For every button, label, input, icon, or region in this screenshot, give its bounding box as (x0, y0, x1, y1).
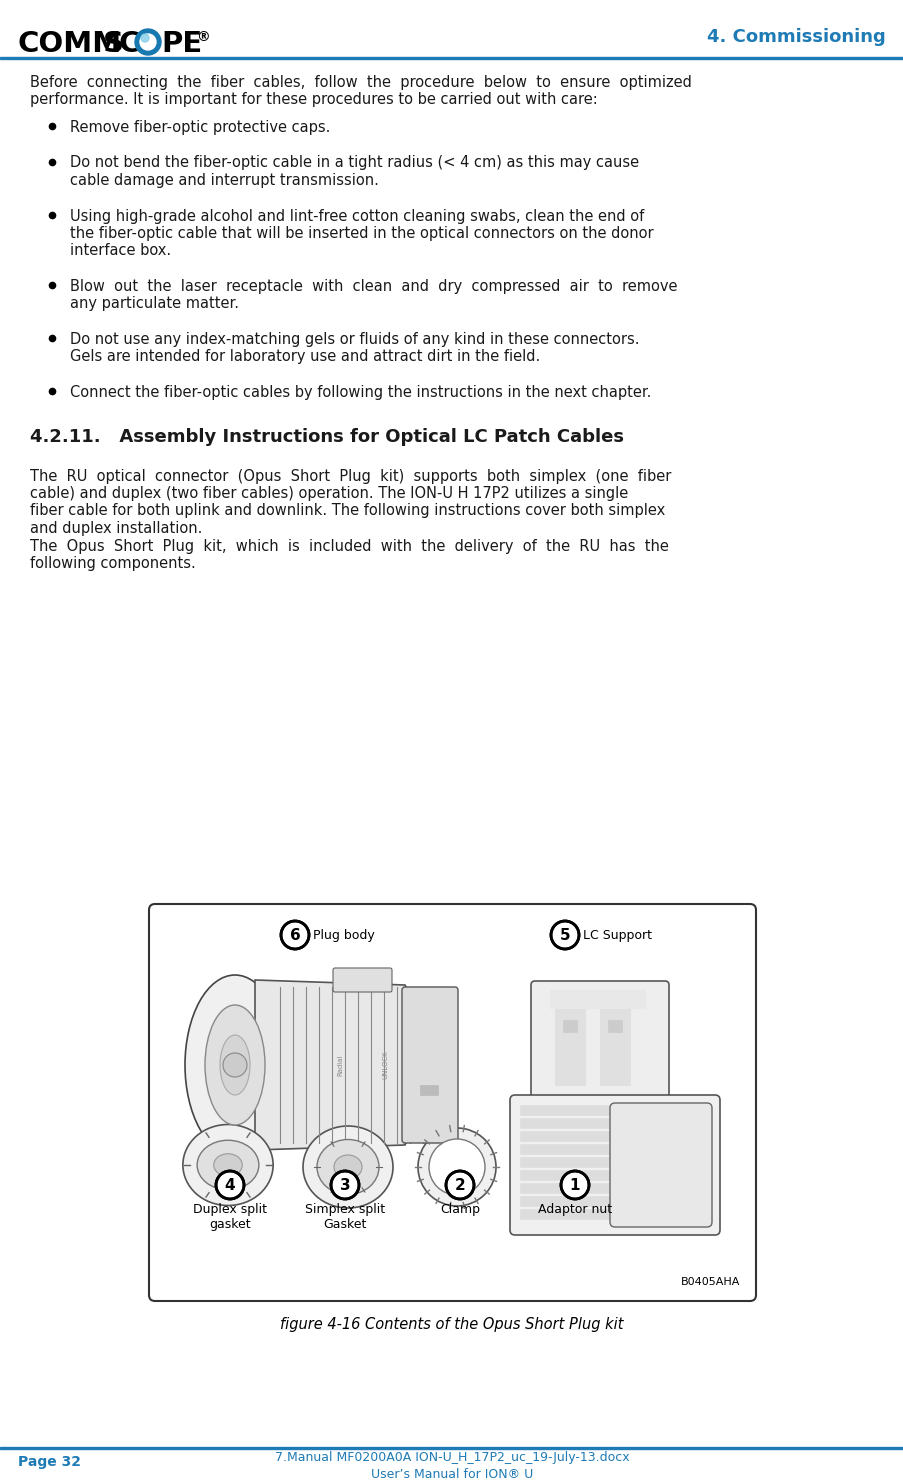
Text: COMM: COMM (18, 30, 122, 58)
Text: and duplex installation.: and duplex installation. (30, 522, 202, 536)
Text: Clamp: Clamp (440, 1203, 479, 1217)
Bar (519, 1106, 614, 1114)
Text: 1: 1 (569, 1178, 580, 1193)
Bar (608, 1020, 621, 1031)
Text: cable) and duplex (two fiber cables) operation. The ION-U H 17P2 utilizes a sing: cable) and duplex (two fiber cables) ope… (30, 486, 628, 501)
Text: Remove fiber-optic protective caps.: Remove fiber-optic protective caps. (70, 120, 330, 135)
Circle shape (330, 1171, 358, 1199)
Ellipse shape (317, 1140, 378, 1194)
Bar (0, 56, 903, 59)
Text: S: S (103, 30, 124, 58)
Ellipse shape (429, 1140, 485, 1194)
Bar (519, 1183, 614, 1193)
FancyBboxPatch shape (402, 987, 458, 1143)
Text: Do not bend the fiber-optic cable in a tight radius (< 4 cm) as this may cause
c: Do not bend the fiber-optic cable in a t… (70, 156, 638, 188)
Text: Page 32: Page 32 (18, 1455, 81, 1469)
Text: B0405AHA: B0405AHA (680, 1277, 740, 1286)
Circle shape (135, 30, 161, 55)
Ellipse shape (333, 1154, 361, 1180)
Circle shape (561, 1171, 589, 1199)
FancyBboxPatch shape (332, 968, 392, 991)
Bar (519, 1196, 614, 1206)
FancyBboxPatch shape (610, 1103, 712, 1227)
Bar (519, 1131, 614, 1141)
Bar (549, 990, 644, 1008)
Circle shape (551, 920, 578, 948)
Text: ®: ® (196, 30, 209, 44)
Bar (519, 1169, 614, 1180)
Text: LC Support: LC Support (582, 929, 651, 941)
Bar (600, 1005, 629, 1085)
Ellipse shape (219, 1034, 250, 1095)
Text: Do not use any index-matching gels or fluids of any kind in these connectors.
Ge: Do not use any index-matching gels or fl… (70, 332, 638, 365)
Text: Duplex split
gasket: Duplex split gasket (192, 1203, 266, 1232)
Text: 3: 3 (340, 1178, 350, 1193)
Circle shape (445, 1171, 473, 1199)
Text: following components.: following components. (30, 556, 196, 571)
Ellipse shape (197, 1140, 258, 1190)
Text: figure 4-16 Contents of the Opus Short Plug kit: figure 4-16 Contents of the Opus Short P… (280, 1317, 623, 1332)
Text: Using high-grade alcohol and lint-free cotton cleaning swabs, clean the end of
t: Using high-grade alcohol and lint-free c… (70, 209, 653, 258)
Text: The  RU  optical  connector  (Opus  Short  Plug  kit)  supports  both  simplex  : The RU optical connector (Opus Short Plu… (30, 468, 671, 483)
Circle shape (141, 34, 149, 41)
Bar (519, 1117, 614, 1128)
Ellipse shape (185, 975, 284, 1154)
Text: Connect the fiber-optic cables by following the instructions in the next chapter: Connect the fiber-optic cables by follow… (70, 385, 651, 400)
Text: C: C (119, 30, 140, 58)
Circle shape (140, 34, 156, 50)
FancyBboxPatch shape (509, 1095, 719, 1235)
Bar (563, 1020, 576, 1031)
Text: 4: 4 (225, 1178, 235, 1193)
Circle shape (281, 920, 309, 948)
Ellipse shape (303, 1126, 393, 1208)
Text: performance. It is important for these procedures to be carried out with care:: performance. It is important for these p… (30, 92, 597, 107)
Text: 5: 5 (559, 928, 570, 943)
Circle shape (223, 1054, 247, 1077)
Bar (519, 1157, 614, 1166)
Text: Plug body: Plug body (312, 929, 375, 941)
Text: Simplex split
Gasket: Simplex split Gasket (304, 1203, 385, 1232)
Text: Radial: Radial (337, 1054, 342, 1076)
Bar (554, 1005, 584, 1085)
Circle shape (216, 1171, 244, 1199)
Text: 7.Manual MF0200A0A ION-U_H_17P2_uc_19-July-13.docx: 7.Manual MF0200A0A ION-U_H_17P2_uc_19-Ju… (275, 1451, 628, 1464)
Bar (519, 1144, 614, 1154)
Text: 4.2.11.   Assembly Instructions for Optical LC Patch Cables: 4.2.11. Assembly Instructions for Optica… (30, 428, 623, 446)
Bar (0, 1446, 903, 1449)
Text: 2: 2 (454, 1178, 465, 1193)
Text: Adaptor nut: Adaptor nut (537, 1203, 611, 1217)
Ellipse shape (182, 1125, 273, 1205)
Text: 6: 6 (289, 928, 300, 943)
Ellipse shape (417, 1128, 496, 1206)
Text: UNLOCK: UNLOCK (382, 1051, 387, 1079)
FancyBboxPatch shape (149, 904, 755, 1301)
Text: Blow  out  the  laser  receptacle  with  clean  and  dry  compressed  air  to  r: Blow out the laser receptacle with clean… (70, 279, 676, 311)
Text: fiber cable for both uplink and downlink. The following instructions cover both : fiber cable for both uplink and downlink… (30, 504, 665, 519)
Ellipse shape (205, 1005, 265, 1125)
Text: The  Opus  Short  Plug  kit,  which  is  included  with  the  delivery  of  the : The Opus Short Plug kit, which is includ… (30, 538, 668, 553)
Bar (519, 1209, 614, 1220)
Text: PE: PE (161, 30, 202, 58)
Text: User’s Manual for ION® U: User’s Manual for ION® U (370, 1467, 533, 1481)
Polygon shape (255, 980, 440, 1150)
Text: Before  connecting  the  fiber  cables,  follow  the  procedure  below  to  ensu: Before connecting the fiber cables, foll… (30, 76, 691, 90)
Bar (420, 1085, 438, 1095)
FancyBboxPatch shape (530, 981, 668, 1119)
Ellipse shape (213, 1154, 242, 1177)
Text: 4. Commissioning: 4. Commissioning (706, 28, 885, 46)
